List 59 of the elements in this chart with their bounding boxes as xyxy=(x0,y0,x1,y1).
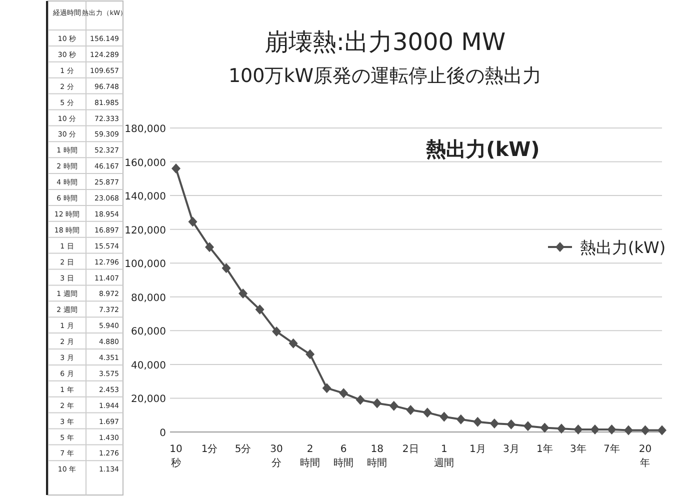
point xyxy=(490,418,499,429)
point xyxy=(624,425,633,436)
point xyxy=(322,383,332,394)
y-tick-label: 0 xyxy=(160,428,166,439)
y-tick-label: 40,000 xyxy=(131,360,166,372)
x-tick-label: 5分 xyxy=(234,443,252,455)
point xyxy=(406,405,416,416)
point xyxy=(389,400,398,411)
point xyxy=(339,388,348,398)
y-tick-label: 180,000 xyxy=(124,124,166,135)
x-tick-label: 3月 xyxy=(502,444,520,455)
point xyxy=(422,408,432,418)
x-tick-label: 1分 xyxy=(201,443,218,455)
point xyxy=(506,419,516,430)
point xyxy=(540,422,550,433)
y-tick-label: 80,000 xyxy=(131,292,166,304)
point xyxy=(523,421,532,432)
chart-title: 崩壊熱:出力3000 MW xyxy=(264,28,506,56)
x-tick-label: 1月 xyxy=(469,444,486,455)
y-tick-label: 60,000 xyxy=(131,326,166,338)
point xyxy=(222,263,231,274)
x-tick-label: 1週間 xyxy=(434,444,454,469)
point xyxy=(456,414,466,424)
point xyxy=(440,412,449,422)
point xyxy=(255,304,264,315)
x-tick-label: 2日 xyxy=(402,444,419,455)
y-tick-label: 120,000 xyxy=(124,225,166,236)
x-tick-label: 7年 xyxy=(604,443,620,455)
chart-subtitle: 100万kW原発の運転停止後の熱出力 xyxy=(228,65,542,87)
point xyxy=(640,425,650,436)
y-tick-label: 160,000 xyxy=(124,158,166,169)
y-tick-label: 140,000 xyxy=(124,192,166,203)
point xyxy=(473,416,482,427)
x-tick-label: 1年 xyxy=(536,443,553,455)
x-tick-label: 30分 xyxy=(270,444,283,469)
x-tick-label: 6時間 xyxy=(334,444,354,469)
point xyxy=(356,394,365,405)
x-tick-label: 18時間 xyxy=(367,444,388,469)
point xyxy=(658,425,666,436)
point xyxy=(205,242,214,252)
point xyxy=(556,424,566,434)
y-tick-label: 100,000 xyxy=(124,259,166,270)
point xyxy=(188,216,198,227)
point xyxy=(607,424,616,434)
point xyxy=(574,424,583,434)
legend-label: 熱出力(kW) xyxy=(580,238,666,257)
point xyxy=(590,424,600,434)
point xyxy=(372,398,382,408)
point xyxy=(272,326,282,337)
x-tick-label: 20年 xyxy=(638,444,652,469)
y-tick-label: 20,000 xyxy=(131,394,166,406)
point xyxy=(288,338,298,348)
point xyxy=(306,349,315,360)
point xyxy=(172,164,180,174)
x-tick-label: 2時間 xyxy=(300,444,320,469)
x-tick-label: 10秒 xyxy=(170,444,182,469)
annotation: 熱出力(kW) xyxy=(425,137,540,161)
point xyxy=(238,288,248,299)
x-tick-label: 3年 xyxy=(570,443,586,455)
